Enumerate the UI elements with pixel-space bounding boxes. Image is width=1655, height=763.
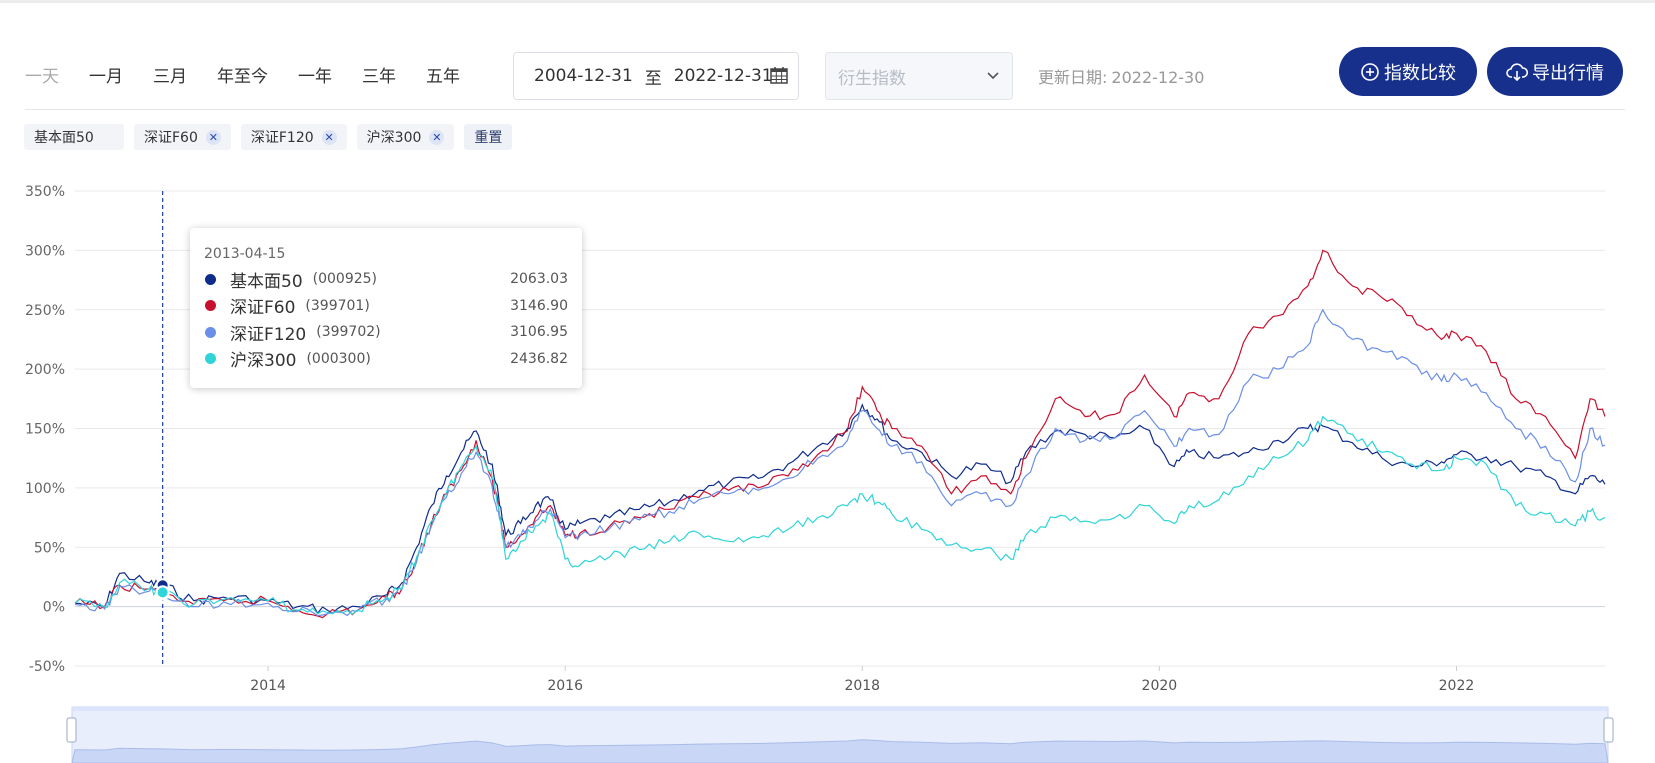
- series-dot: [205, 326, 216, 338]
- tooltip-row: 深证F120 (399702) 3106.95: [204, 319, 568, 346]
- close-icon[interactable]: ✕: [321, 129, 337, 145]
- y-tick-label: -50%: [29, 659, 65, 675]
- tooltip-row: 深证F60 (399701) 3146.90: [204, 293, 568, 320]
- tag-label: 基本面50: [34, 130, 94, 146]
- y-tick-label: 150%: [25, 422, 65, 438]
- x-tick-label: 2018: [844, 678, 880, 694]
- plus-circle-icon: [1361, 62, 1379, 81]
- update-date-label: 更新日期:: [1038, 68, 1108, 87]
- tooltip-series-code: (000300): [306, 350, 371, 367]
- x-tick-label: 2020: [1142, 678, 1178, 694]
- chevron-down-icon: [987, 72, 999, 80]
- tooltip-row: 沪深300 (000300) 2436.82: [204, 346, 568, 373]
- reset-button[interactable]: 重置: [464, 124, 513, 150]
- tooltip-series-name: 基本面50: [230, 271, 303, 292]
- zoom-slider-preview: [71, 739, 1609, 763]
- x-tick-label: 2014: [250, 678, 286, 694]
- x-tick-label: 2022: [1439, 678, 1475, 694]
- tooltip-series-code: (399702): [316, 324, 381, 341]
- tooltip-series-value: 2063.03: [510, 271, 568, 288]
- series-line: [74, 403, 1606, 615]
- index-line-chart[interactable]: -50% 0% 50% 100% 150% 200% 250% 300% 350% 2014 201…: [0, 150, 1655, 763]
- compare-index-button[interactable]: 指数比较: [1339, 47, 1477, 96]
- y-tick-label: 0%: [43, 600, 65, 616]
- zoom-handle-left: [66, 717, 77, 743]
- y-tick-label: 250%: [25, 303, 65, 319]
- series-line: [74, 308, 1606, 617]
- update-date: 更新日期: 2022-12-30: [1038, 64, 1204, 88]
- y-tick-label: 100%: [25, 481, 65, 497]
- close-icon[interactable]: ✕: [205, 129, 221, 145]
- period-ytd[interactable]: 年至今: [217, 67, 268, 87]
- series-dot: [205, 273, 216, 285]
- tooltip-series-name: 深证F60: [230, 298, 296, 319]
- date-separator: 至: [644, 68, 662, 89]
- date-start[interactable]: 2004-12-31: [534, 66, 633, 86]
- tag-jibenmian50: 基本面50: [24, 124, 124, 150]
- y-tick-label: 200%: [25, 362, 65, 378]
- tag-szf120: 深证F120 ✕: [240, 124, 347, 150]
- derived-index-placeholder: 衍生指数: [838, 68, 906, 89]
- period-1m[interactable]: 一月: [89, 67, 123, 87]
- x-tick-label: 2016: [547, 678, 583, 694]
- tooltip-date: 2013-04-15: [204, 246, 286, 262]
- series-marker: [155, 585, 170, 600]
- y-tick-label: 300%: [25, 243, 65, 259]
- period-3m[interactable]: 三月: [153, 67, 187, 87]
- export-quotes-button[interactable]: 导出行情: [1487, 47, 1623, 96]
- export-quotes-label: 导出行情: [1532, 62, 1604, 84]
- tooltip-series-code: (000925): [312, 271, 378, 288]
- compare-index-label: 指数比较: [1384, 62, 1456, 84]
- derived-index-select[interactable]: 衍生指数: [825, 52, 1013, 100]
- tag-label: 深证F60: [144, 130, 198, 146]
- period-5y[interactable]: 五年: [426, 67, 460, 87]
- update-date-value: 2022-12-30: [1111, 68, 1205, 87]
- series-line: [74, 249, 1606, 619]
- tooltip-series-value: 3106.95: [510, 324, 568, 341]
- y-tick-label: 350%: [25, 184, 65, 200]
- tag-hs300: 沪深300 ✕: [356, 124, 455, 150]
- period-selector: 一天 一月 三月 年至今 一年 三年 五年: [25, 62, 490, 87]
- tooltip-row: 基本面50 (000925) 2063.03: [204, 266, 568, 293]
- cloud-download-icon: [1506, 62, 1528, 81]
- chart-tooltip: 2013-04-15 基本面50 (000925) 2063.03 深证F60 …: [190, 228, 582, 388]
- period-1y[interactable]: 一年: [298, 67, 332, 87]
- tooltip-series-code: (399701): [305, 297, 370, 314]
- toolbar-divider: [25, 109, 1625, 110]
- series-dot: [205, 353, 216, 365]
- calendar-icon[interactable]: [770, 66, 788, 84]
- tooltip-series-value: 2436.82: [510, 350, 568, 367]
- series-line: [74, 415, 1606, 615]
- series-dot: [205, 300, 216, 312]
- y-tick-label: 50%: [34, 540, 65, 556]
- top-border: [0, 0, 1655, 3]
- tag-label: 深证F120: [250, 130, 314, 146]
- date-end[interactable]: 2022-12-31: [673, 66, 773, 86]
- tag-szf60: 深证F60 ✕: [134, 124, 231, 150]
- zoom-handle-right: [1603, 717, 1614, 743]
- zoom-slider-bar: [72, 707, 1608, 711]
- tag-label: 沪深300: [366, 130, 422, 146]
- tooltip-series-name: 沪深300: [230, 351, 297, 372]
- period-3y[interactable]: 三年: [362, 67, 396, 87]
- selected-index-tags: 基本面50 深证F60 ✕ 深证F120 ✕ 沪深300 ✕ 重置: [24, 124, 513, 150]
- period-1d[interactable]: 一天: [25, 67, 59, 87]
- tooltip-series-name: 深证F120: [230, 324, 307, 345]
- tooltip-series-value: 3146.90: [510, 297, 568, 314]
- close-icon[interactable]: ✕: [429, 129, 445, 145]
- date-range-picker[interactable]: 2004-12-31 至 2022-12-31: [513, 52, 799, 100]
